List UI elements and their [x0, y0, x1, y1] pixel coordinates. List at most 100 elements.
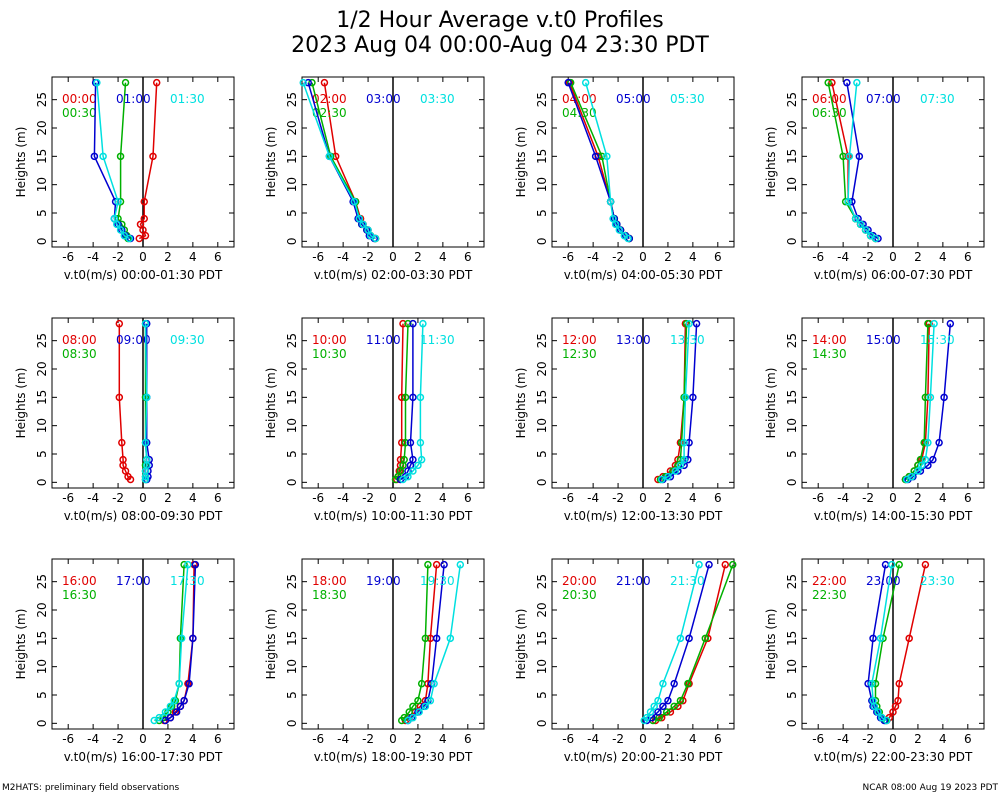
profile-point	[564, 78, 572, 87]
y-tick-label: 0	[35, 238, 49, 246]
x-tick-label: -2	[362, 250, 374, 264]
y-tick-label: 5	[35, 209, 49, 217]
legend-label: 05:00	[616, 92, 651, 106]
profile-point	[142, 393, 151, 402]
profile-point	[895, 679, 903, 688]
y-tick-label: 20	[785, 361, 799, 376]
y-tick-label: 25	[285, 333, 299, 348]
profile-line	[660, 323, 688, 481]
panel: -6 -4 -2 0 2 4 6 0 5 10 15 20 25 v.t0(m/s) 16:00-17:3…	[14, 558, 235, 764]
y-tick-label: 0	[785, 238, 799, 246]
y-tick-label: 25	[785, 92, 799, 107]
profile-line	[138, 82, 158, 240]
profile-line	[847, 82, 876, 240]
profile-point	[615, 226, 624, 234]
x-axis-label: v.t0(m/s) 02:00-03:30 PDT	[314, 268, 473, 282]
legend-label: 03:00	[366, 92, 401, 106]
x-tick-label: 0	[139, 250, 147, 264]
profile-point	[935, 438, 943, 447]
x-tick-label: 2	[664, 732, 672, 746]
y-tick-label: 25	[285, 574, 299, 589]
legend-label: 01:00	[116, 92, 151, 106]
x-tick-label: -2	[612, 491, 624, 505]
profile-point	[115, 393, 124, 402]
x-tick-label: -6	[562, 250, 574, 264]
profile-point	[659, 679, 667, 688]
y-axis-label: Heights (m)	[14, 127, 28, 198]
x-axis-label: v.t0(m/s) 12:00-13:30 PDT	[564, 509, 723, 523]
profile-point	[140, 214, 148, 223]
y-tick-label: 0	[535, 720, 549, 728]
y-tick-label: 5	[35, 450, 49, 458]
profile-point	[701, 634, 710, 643]
panel: -6 -4 -2 0 2 4 6 0 5 10 15 20 25 v.t0(m/s) 18:00-19:3…	[264, 558, 485, 764]
x-tick-label: 4	[439, 732, 447, 746]
profile-point	[409, 702, 417, 711]
profile-point	[149, 152, 157, 161]
x-tick-label: -2	[612, 250, 624, 264]
legend-label: 17:00	[116, 574, 151, 588]
profile-point	[905, 634, 913, 643]
profile-point	[894, 696, 902, 705]
x-tick-label: -2	[112, 732, 124, 746]
profile-line	[117, 82, 129, 239]
profile-point	[446, 634, 455, 643]
legend-label: 18:00	[312, 574, 347, 588]
legend-label: 23:30	[920, 574, 955, 588]
profile-point	[940, 393, 948, 402]
x-axis-label: v.t0(m/s) 22:00-23:30 PDT	[814, 750, 973, 764]
profile-point	[136, 220, 145, 229]
y-tick-label: 20	[285, 361, 299, 376]
profile-point	[426, 696, 435, 705]
y-tick-label: 0	[35, 479, 49, 487]
legend-label: 13:30	[670, 333, 705, 347]
profile-point	[869, 696, 877, 705]
y-tick-label: 0	[35, 720, 49, 728]
panel: -6 -4 -2 0 2 4 6 0 5 10 15 20 25 v.t0(m/s) 06:00-07:3…	[764, 76, 985, 282]
x-tick-label: -2	[612, 732, 624, 746]
profile-point	[921, 560, 930, 569]
profile-point	[417, 679, 426, 688]
profile-point	[401, 393, 410, 402]
legend-label: 03:30	[420, 92, 455, 106]
x-tick-label: -6	[312, 250, 324, 264]
profile-point	[914, 467, 922, 475]
x-tick-label: -2	[112, 250, 124, 264]
legend-label: 00:30	[62, 106, 97, 120]
profile-point	[184, 560, 192, 569]
profile-point	[177, 634, 186, 643]
profile-point	[926, 393, 935, 402]
x-axis-label: v.t0(m/s) 06:00-07:30 PDT	[814, 268, 973, 282]
profile-point	[114, 197, 122, 206]
x-tick-label: 0	[889, 250, 897, 264]
x-tick-label: 0	[639, 491, 647, 505]
profile-point	[685, 634, 693, 643]
x-tick-label: 6	[714, 732, 722, 746]
profile-point	[416, 438, 425, 447]
x-axis-label: v.t0(m/s) 10:00-11:30 PDT	[314, 509, 473, 523]
y-tick-label: 0	[785, 479, 799, 487]
profile-point	[116, 226, 125, 234]
profile-point	[642, 713, 651, 722]
legend-label: 00:00	[62, 92, 97, 106]
profile-point	[869, 634, 877, 643]
y-tick-label: 15	[785, 149, 799, 164]
legend-label: 02:00	[312, 92, 347, 106]
y-tick-label: 15	[35, 149, 49, 164]
y-tick-label: 10	[35, 659, 49, 674]
profile-point	[676, 634, 685, 643]
profile-point	[414, 696, 422, 705]
x-tick-label: 2	[164, 732, 172, 746]
profile-point	[684, 679, 692, 688]
profile-point	[406, 438, 415, 447]
y-tick-label: 15	[35, 390, 49, 405]
y-tick-label: 10	[535, 659, 549, 674]
panel: -6 -4 -2 0 2 4 6 0 5 10 15 20 25 v.t0(m/s) 02:00-03:3…	[264, 76, 485, 282]
y-axis-label: Heights (m)	[764, 609, 778, 680]
y-tick-label: 10	[35, 177, 49, 192]
profile-point	[845, 152, 854, 161]
y-tick-label: 15	[785, 390, 799, 405]
x-tick-label: 6	[714, 491, 722, 505]
y-tick-label: 20	[535, 120, 549, 135]
